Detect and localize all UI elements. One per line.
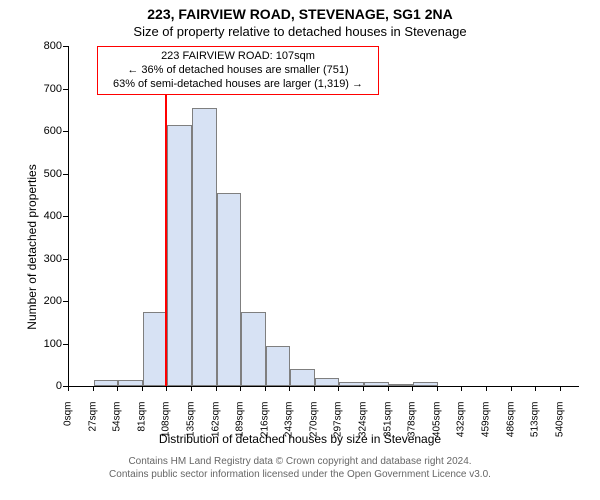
x-tick-label: 459sqm bbox=[481, 402, 492, 446]
y-tick-mark bbox=[63, 216, 68, 217]
y-tick-mark bbox=[63, 174, 68, 175]
y-tick-label: 700 bbox=[34, 83, 62, 95]
footer-line2: Contains public sector information licen… bbox=[0, 469, 600, 482]
y-tick-label: 200 bbox=[34, 295, 62, 307]
x-tick-mark bbox=[511, 386, 512, 391]
histogram-bar bbox=[217, 193, 242, 386]
x-tick-label: 81sqm bbox=[136, 402, 147, 446]
y-tick-label: 800 bbox=[34, 40, 62, 52]
y-tick-label: 600 bbox=[34, 125, 62, 137]
x-tick-label: 405sqm bbox=[431, 402, 442, 446]
y-tick-mark bbox=[63, 89, 68, 90]
y-tick-label: 500 bbox=[34, 168, 62, 180]
x-tick-mark bbox=[338, 386, 339, 391]
histogram-bar bbox=[143, 312, 168, 386]
x-tick-mark bbox=[412, 386, 413, 391]
y-tick-mark bbox=[63, 131, 68, 132]
y-tick-mark bbox=[63, 259, 68, 260]
x-tick-mark bbox=[191, 386, 192, 391]
x-tick-label: 189sqm bbox=[235, 402, 246, 446]
annotation-line1: 223 FAIRVIEW ROAD: 107sqm bbox=[104, 50, 372, 64]
x-tick-label: 162sqm bbox=[210, 402, 221, 446]
x-tick-mark bbox=[560, 386, 561, 391]
chart-subtitle: Size of property relative to detached ho… bbox=[0, 24, 600, 39]
x-tick-label: 27sqm bbox=[87, 402, 98, 446]
x-tick-label: 486sqm bbox=[505, 402, 516, 446]
plot-area bbox=[68, 46, 579, 387]
x-tick-mark bbox=[535, 386, 536, 391]
x-tick-mark bbox=[461, 386, 462, 391]
x-tick-mark bbox=[216, 386, 217, 391]
y-tick-label: 400 bbox=[34, 210, 62, 222]
x-tick-mark bbox=[363, 386, 364, 391]
x-tick-mark bbox=[166, 386, 167, 391]
histogram-bar bbox=[266, 346, 291, 386]
x-tick-mark bbox=[142, 386, 143, 391]
chart-title: 223, FAIRVIEW ROAD, STEVENAGE, SG1 2NA bbox=[0, 6, 600, 22]
histogram-bar bbox=[118, 380, 143, 386]
footer-attribution: Contains HM Land Registry data © Crown c… bbox=[0, 456, 600, 481]
x-tick-mark bbox=[289, 386, 290, 391]
x-tick-label: 270sqm bbox=[308, 402, 319, 446]
x-tick-mark bbox=[265, 386, 266, 391]
y-tick-mark bbox=[63, 301, 68, 302]
x-tick-label: 351sqm bbox=[382, 402, 393, 446]
y-tick-mark bbox=[63, 344, 68, 345]
y-tick-mark bbox=[63, 46, 68, 47]
histogram-bar bbox=[315, 378, 340, 387]
x-tick-mark bbox=[117, 386, 118, 391]
x-tick-label: 378sqm bbox=[407, 402, 418, 446]
x-tick-mark bbox=[388, 386, 389, 391]
footer-line1: Contains HM Land Registry data © Crown c… bbox=[0, 456, 600, 469]
y-tick-label: 0 bbox=[34, 380, 62, 392]
x-tick-label: 540sqm bbox=[554, 402, 565, 446]
property-marker-line bbox=[165, 46, 167, 386]
histogram-bar bbox=[389, 384, 414, 386]
histogram-bar bbox=[339, 382, 364, 386]
x-tick-mark bbox=[240, 386, 241, 391]
x-tick-label: 432sqm bbox=[456, 402, 467, 446]
x-tick-mark bbox=[437, 386, 438, 391]
x-tick-label: 135sqm bbox=[185, 402, 196, 446]
x-tick-label: 216sqm bbox=[259, 402, 270, 446]
histogram-bar bbox=[290, 369, 315, 386]
x-tick-label: 297sqm bbox=[333, 402, 344, 446]
x-tick-label: 0sqm bbox=[63, 402, 74, 446]
annotation-box: 223 FAIRVIEW ROAD: 107sqm ← 36% of detac… bbox=[97, 46, 379, 95]
histogram-bar bbox=[241, 312, 266, 386]
x-tick-mark bbox=[68, 386, 69, 391]
x-tick-mark bbox=[93, 386, 94, 391]
x-tick-label: 324sqm bbox=[358, 402, 369, 446]
y-tick-label: 300 bbox=[34, 253, 62, 265]
x-tick-label: 54sqm bbox=[112, 402, 123, 446]
histogram-bar bbox=[192, 108, 217, 386]
histogram-bar bbox=[413, 382, 438, 386]
x-tick-mark bbox=[486, 386, 487, 391]
x-tick-mark bbox=[314, 386, 315, 391]
y-tick-label: 100 bbox=[34, 338, 62, 350]
x-tick-label: 513sqm bbox=[530, 402, 541, 446]
annotation-line2: ← 36% of detached houses are smaller (75… bbox=[104, 64, 372, 78]
histogram-bar bbox=[364, 382, 389, 386]
x-tick-label: 108sqm bbox=[161, 402, 172, 446]
chart-container: { "title": "223, FAIRVIEW ROAD, STEVENAG… bbox=[0, 0, 600, 500]
histogram-bar bbox=[94, 380, 119, 386]
histogram-bar bbox=[167, 125, 192, 386]
annotation-line3: 63% of semi-detached houses are larger (… bbox=[104, 78, 372, 92]
x-tick-label: 243sqm bbox=[284, 402, 295, 446]
